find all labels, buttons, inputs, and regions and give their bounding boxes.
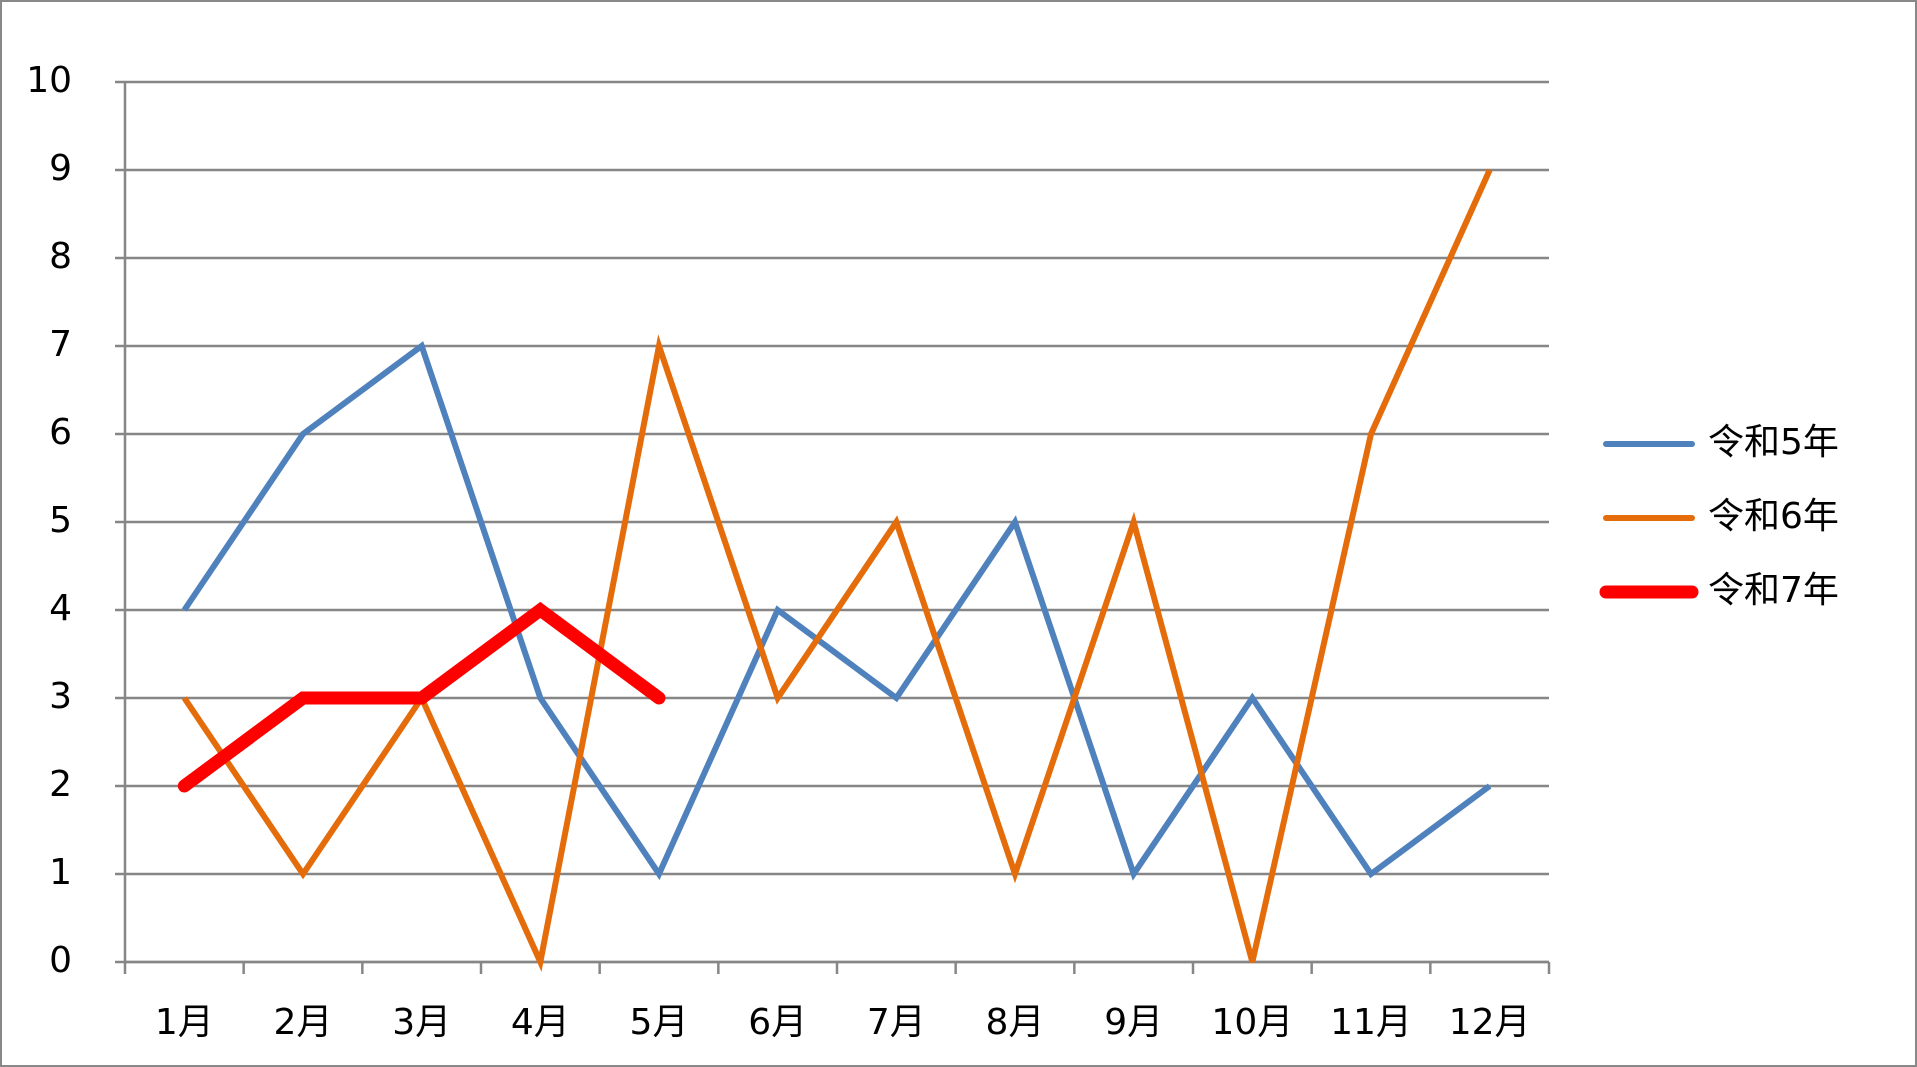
y-tick-label: 1 xyxy=(49,852,72,893)
legend-label: 令和5年 xyxy=(1708,422,1839,463)
x-tick-label: 1月 xyxy=(155,1002,214,1043)
x-tick-label: 3月 xyxy=(392,1002,451,1043)
y-tick-label: 8 xyxy=(49,236,72,277)
x-tick-label: 11月 xyxy=(1330,1002,1412,1043)
y-tick-label: 0 xyxy=(49,940,72,981)
y-tick-label: 7 xyxy=(49,324,72,365)
x-tick-label: 7月 xyxy=(867,1002,926,1043)
x-tick-label: 9月 xyxy=(1104,1002,1163,1043)
x-tick-label: 8月 xyxy=(986,1002,1045,1043)
y-tick-label: 10 xyxy=(26,60,72,101)
x-tick-label: 2月 xyxy=(274,1002,333,1043)
x-tick-label: 4月 xyxy=(511,1002,570,1043)
legend-label: 令和7年 xyxy=(1708,570,1839,611)
y-tick-label: 3 xyxy=(49,676,72,717)
series-line xyxy=(181,168,1493,972)
x-tick-label: 10月 xyxy=(1211,1002,1293,1043)
x-tick-label: 12月 xyxy=(1449,1002,1531,1043)
legend-label: 令和6年 xyxy=(1708,496,1839,537)
y-tick-label: 4 xyxy=(49,588,72,629)
y-tick-label: 2 xyxy=(49,764,72,805)
series-line xyxy=(181,341,1492,881)
x-tick-label: 5月 xyxy=(630,1002,689,1043)
x-tick-label: 6月 xyxy=(748,1002,807,1043)
series-line xyxy=(177,601,666,793)
y-tick-label: 5 xyxy=(49,500,72,541)
y-tick-label: 9 xyxy=(49,148,72,189)
y-tick-label: 6 xyxy=(49,412,72,453)
